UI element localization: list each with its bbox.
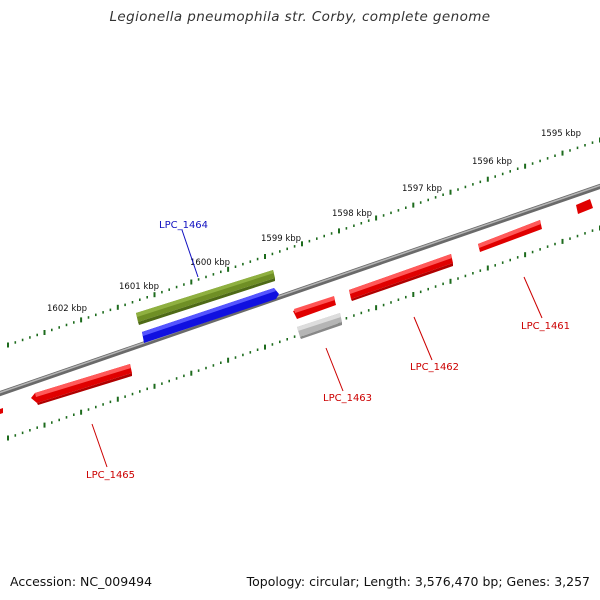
leader-line-1465: [91, 423, 108, 468]
genome-backbone: [0, 183, 600, 397]
leader-line-1461: [523, 276, 543, 319]
accession-text: Accession: NC_009494: [10, 574, 153, 589]
feature-cds-1465[interactable]: [31, 364, 132, 405]
feature-cds-1464-blue[interactable]: [142, 288, 279, 343]
leader-line-1464: [181, 229, 199, 278]
ruler-label-1600: 1600 kbp: [190, 258, 230, 268]
gene-label-lpc-1464: LPC_1464: [159, 220, 208, 231]
feature-cds-edge[interactable]: [576, 199, 593, 214]
feature-pseudo-1463[interactable]: [297, 313, 342, 339]
genome-summary-text: Topology: circular; Length: 3,576,470 bp…: [246, 574, 590, 589]
feature-rna-green[interactable]: [136, 270, 275, 325]
ruler-label-1597: 1597 kbp: [402, 184, 442, 194]
map-title: Legionella pneumophila str. Corby, compl…: [109, 9, 491, 25]
feature-cds-1461[interactable]: [478, 220, 542, 252]
ruler-label-1601: 1601 kbp: [119, 282, 159, 292]
gene-label-lpc-1462: LPC_1462: [410, 362, 459, 373]
feature-cds-1462[interactable]: [349, 254, 453, 301]
ruler-label-1599: 1599 kbp: [261, 234, 301, 244]
feature-cds-1463-top[interactable]: [293, 296, 336, 319]
outer-ruler: [7, 137, 600, 348]
ruler-label-1602: 1602 kbp: [47, 304, 87, 314]
gene-label-lpc-1461: LPC_1461: [521, 321, 570, 332]
leader-line-1463: [325, 347, 344, 392]
ruler-label-1598: 1598 kbp: [332, 209, 372, 219]
leader-line-1462: [413, 316, 433, 361]
gene-label-lpc-1463: LPC_1463: [323, 393, 372, 404]
ruler-label-1596: 1596 kbp: [472, 157, 512, 167]
ruler-label-1595: 1595 kbp: [541, 129, 581, 139]
gene-label-lpc-1465: LPC_1465: [86, 470, 135, 481]
feature-cds-fragment: [0, 408, 3, 414]
